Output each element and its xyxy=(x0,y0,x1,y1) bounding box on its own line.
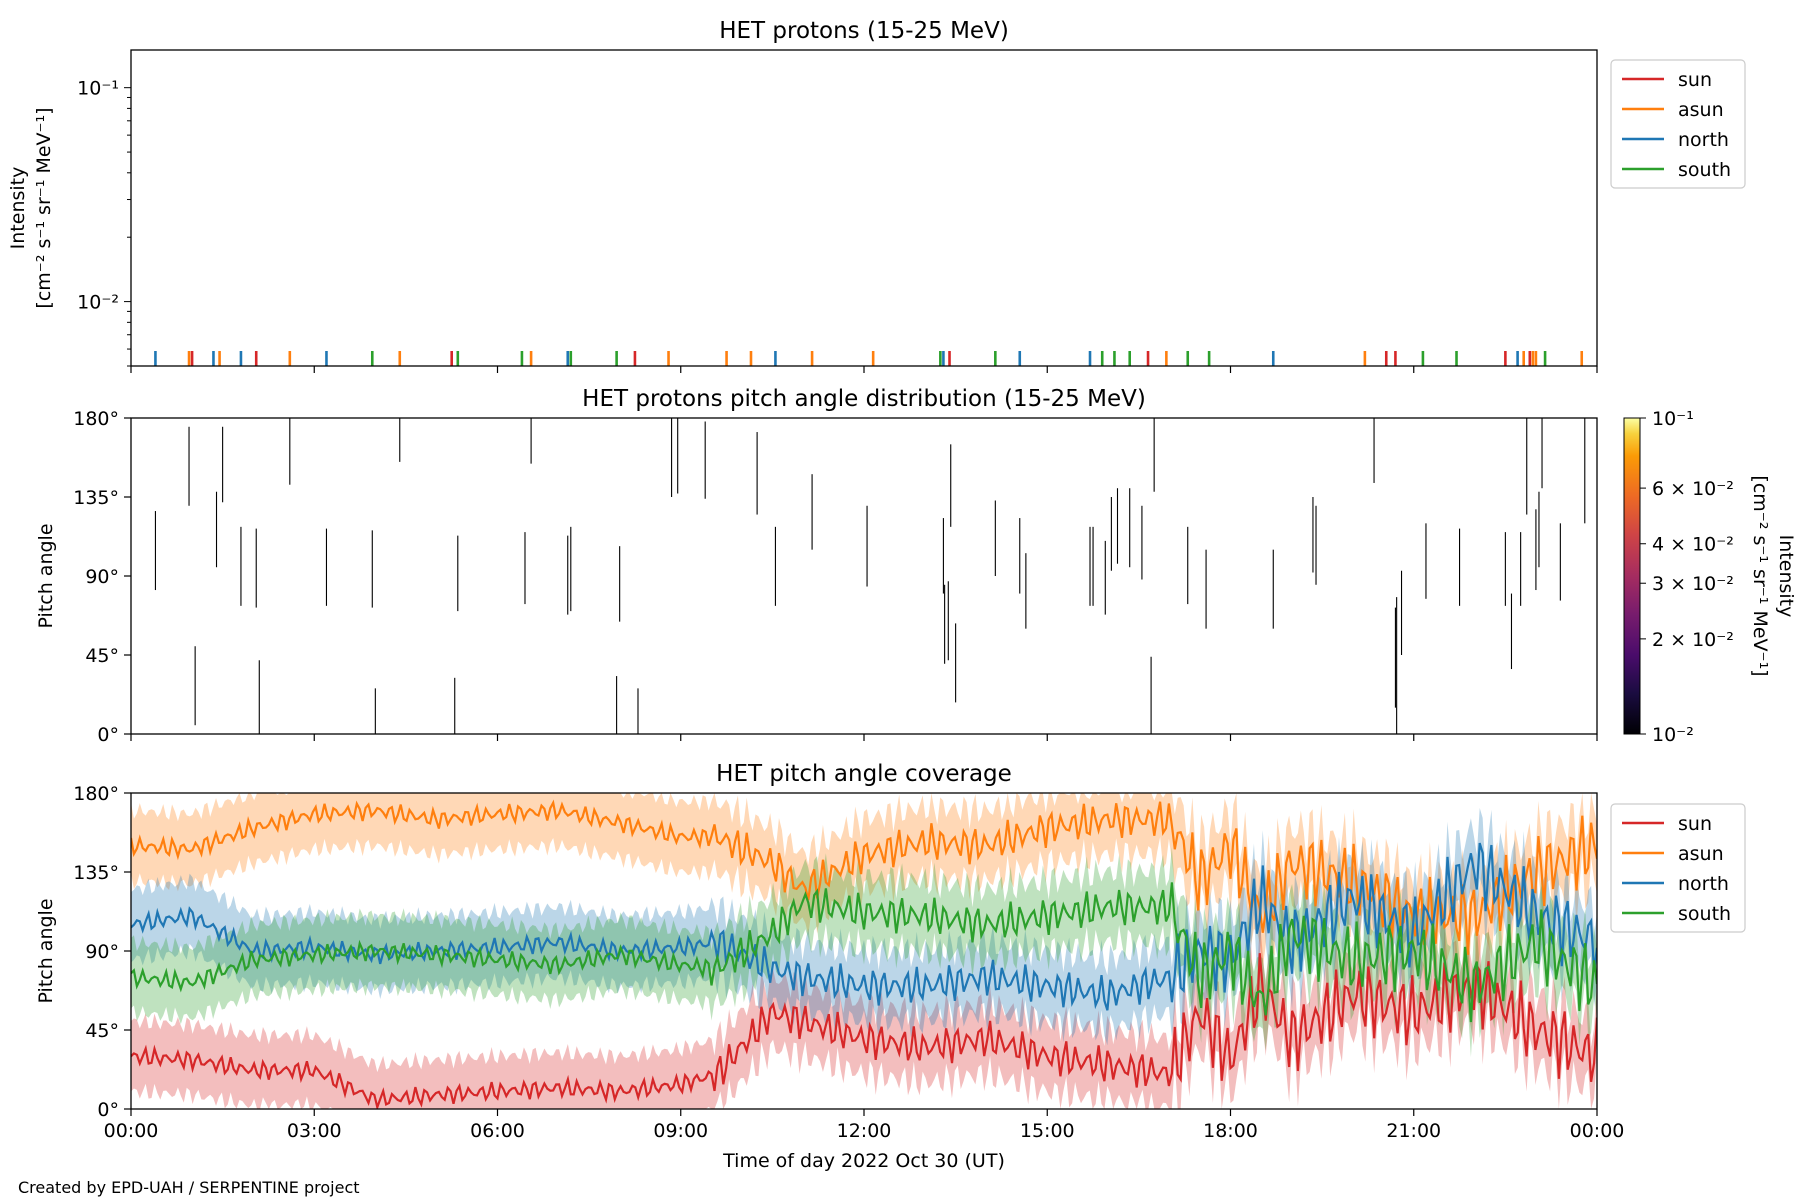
y-tick-label: 180° xyxy=(73,783,119,805)
panel2-frame xyxy=(130,417,1598,735)
line-sun xyxy=(131,953,1597,1109)
panel1-y-ticks: 10⁻² 10⁻¹ xyxy=(77,78,131,367)
y-tick-label: 10⁻² xyxy=(77,292,119,314)
legend-label-south: south xyxy=(1678,159,1731,181)
panel-pad: HET protons pitch angle distribution (15… xyxy=(35,386,1797,746)
panel2-ylabel: Pitch angle xyxy=(35,523,57,628)
legend-label-asun: asun xyxy=(1678,99,1724,121)
x-tick-label: 09:00 xyxy=(653,1120,708,1142)
panel1-x-ticks xyxy=(130,366,1598,373)
x-tick-label: 12:00 xyxy=(837,1120,892,1142)
panel1-ylabel-line2: [cm⁻² s⁻¹ sr⁻¹ MeV⁻¹] xyxy=(33,107,55,308)
legend-label-north: north xyxy=(1678,129,1729,151)
band-north xyxy=(131,807,1597,1046)
line-south xyxy=(131,882,1597,1023)
coverage-lines xyxy=(131,793,1597,1109)
colorbar-tick-label: 10⁻¹ xyxy=(1652,408,1694,430)
legend-coverage: sun asun north south xyxy=(1610,803,1746,933)
panel-intensity: HET protons (15-25 MeV) 10⁻² 10⁻¹ Intensi… xyxy=(7,18,1746,373)
legend-label-north: north xyxy=(1678,873,1729,895)
colorbar-tick-label: 2 × 10⁻² xyxy=(1652,629,1734,651)
y-tick-label: 10⁻¹ xyxy=(77,78,119,100)
panel1-frame xyxy=(130,49,1598,367)
y-tick-label: 135° xyxy=(73,862,119,884)
credit-text: Created by EPD-UAH / SERPENTINE project xyxy=(18,1178,360,1197)
panel3-ylabel: Pitch angle xyxy=(35,898,57,1003)
legend-label-asun: asun xyxy=(1678,843,1724,865)
panel3-title: HET pitch angle coverage xyxy=(716,761,1012,787)
colorbar-tick-label: 10⁻² xyxy=(1652,724,1694,746)
colorbar-label-line2: [cm⁻² s⁻¹ sr⁻¹ MeV⁻¹] xyxy=(1749,475,1771,676)
panel2-title: HET protons pitch angle distribution (15… xyxy=(582,386,1146,412)
y-tick-label: 0° xyxy=(97,1099,119,1121)
colorbar-tick-label: 3 × 10⁻² xyxy=(1652,573,1734,595)
panel3-x-ticks: 00:00 03:00 06:00 09:00 12:00 15:00 18:00 21:00… xyxy=(104,1109,1625,1142)
legend-box xyxy=(1610,59,1746,189)
panel2-x-ticks xyxy=(130,734,1598,741)
legend-box xyxy=(1610,803,1746,933)
panel-coverage: HET pitch angle coverage 0° 45° 90° 135° 180… xyxy=(35,761,1746,1142)
colorbar-tick-label: 4 × 10⁻² xyxy=(1652,534,1734,556)
colorbar xyxy=(1623,417,1641,735)
x-tick-label: 06:00 xyxy=(470,1120,525,1142)
band-asun xyxy=(131,793,1597,990)
x-tick-label: 00:00 xyxy=(1570,1120,1625,1142)
legend-intensity: sun asun north south xyxy=(1610,59,1746,189)
band-south xyxy=(131,847,1597,1058)
x-tick-label: 18:00 xyxy=(1203,1120,1258,1142)
panel2-y-ticks: 0° 45° 90° 135° 180° xyxy=(73,408,131,746)
y-tick-label: 90° xyxy=(85,941,119,963)
x-tick-label: 00:00 xyxy=(104,1120,159,1142)
line-asun xyxy=(131,799,1597,955)
x-axis-label: Time of day 2022 Oct 30 (UT) xyxy=(722,1150,1005,1172)
y-tick-label: 0° xyxy=(97,724,119,746)
x-tick-label: 15:00 xyxy=(1020,1120,1075,1142)
colorbar-tick-label: 6 × 10⁻² xyxy=(1652,478,1734,500)
legend-label-sun: sun xyxy=(1678,813,1712,835)
legend-label-south: south xyxy=(1678,903,1731,925)
x-tick-label: 21:00 xyxy=(1386,1120,1441,1142)
intensity-spikes xyxy=(154,351,1584,366)
line-north xyxy=(131,842,1597,1011)
panel1-title: HET protons (15-25 MeV) xyxy=(719,18,1009,44)
legend-label-sun: sun xyxy=(1678,69,1712,91)
y-tick-label: 45° xyxy=(85,1020,119,1042)
colorbar-ticks: 10⁻² 2 × 10⁻² 3 × 10⁻² 4 × 10⁻² 6 × 10⁻² 10⁻¹ xyxy=(1640,408,1734,746)
panel3-y-ticks: 0° 45° 90° 135° 180° xyxy=(73,783,131,1121)
x-tick-label: 03:00 xyxy=(287,1120,342,1142)
y-tick-label: 135° xyxy=(73,487,119,509)
pad-segments xyxy=(154,418,1586,734)
y-tick-label: 90° xyxy=(85,566,119,588)
panel1-ylabel-line1: Intensity xyxy=(7,167,29,250)
y-tick-label: 180° xyxy=(73,408,119,430)
y-tick-label: 45° xyxy=(85,645,119,667)
colorbar-label-line1: Intensity xyxy=(1775,535,1797,618)
